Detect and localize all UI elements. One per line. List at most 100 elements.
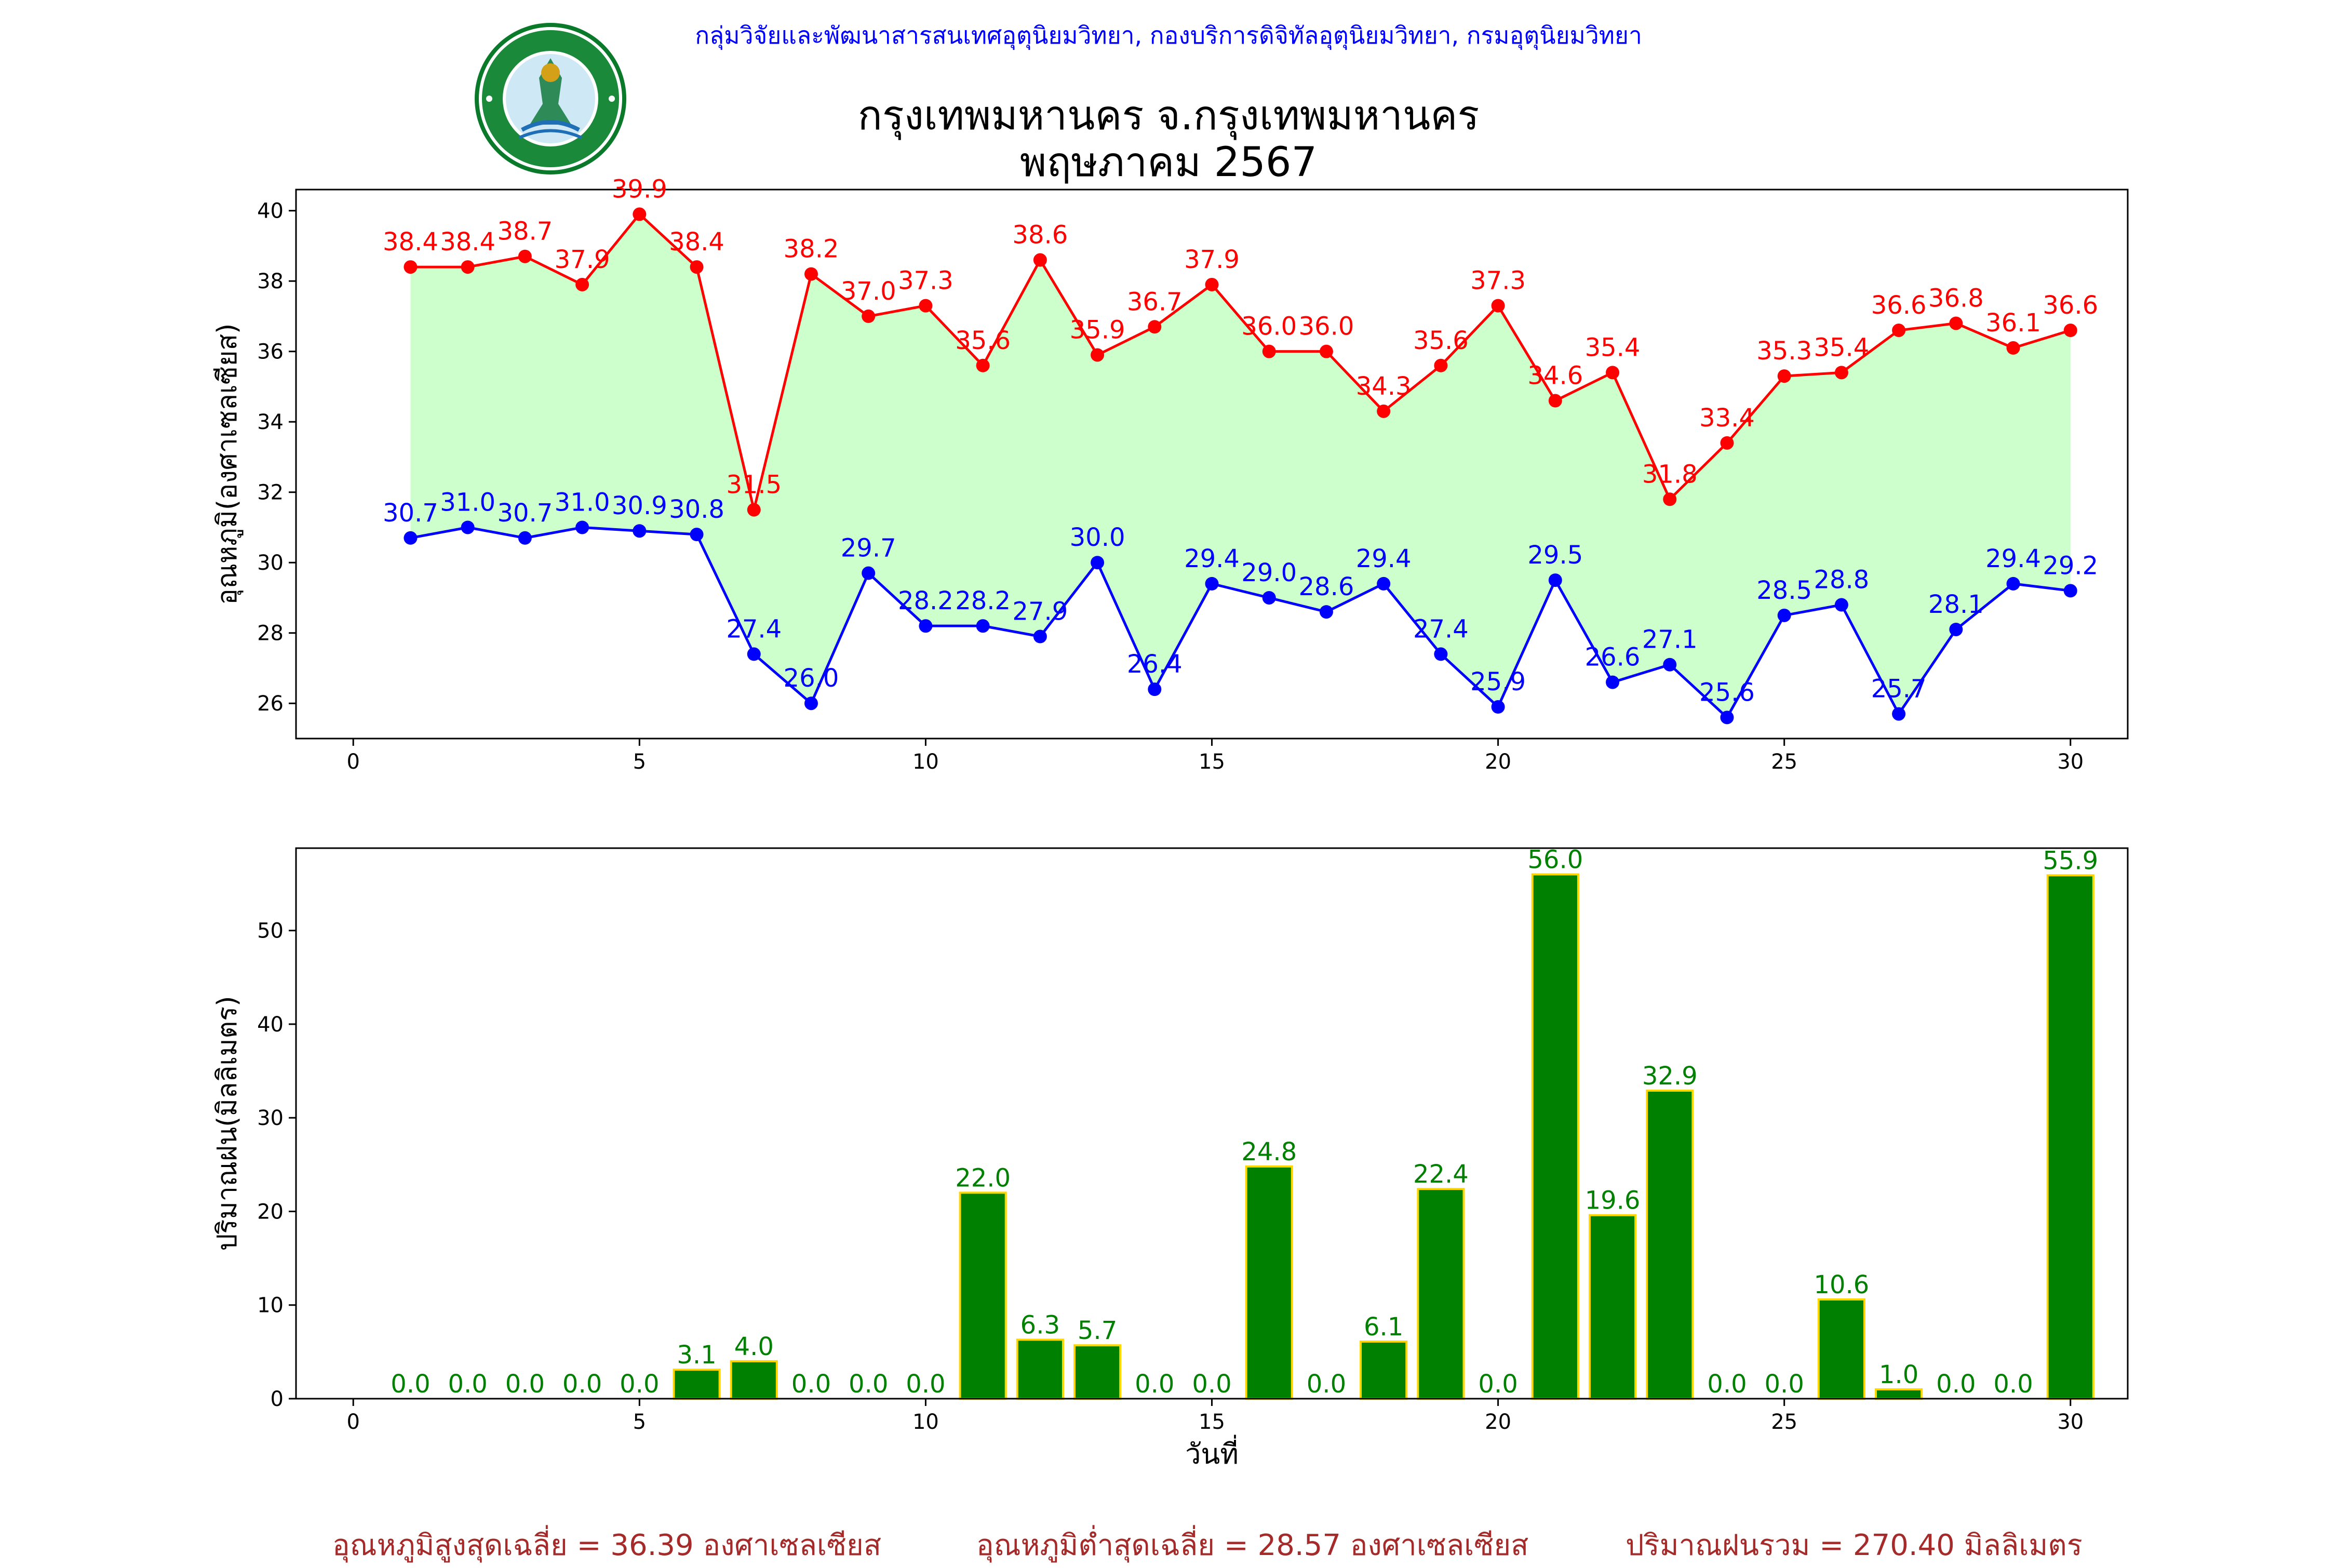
temp-max-data-label: 35.6 — [1413, 326, 1469, 355]
temp-min-point — [2006, 577, 2020, 591]
temp-max-point — [1663, 492, 1677, 506]
temp-max-point — [1319, 344, 1333, 358]
temp-min-data-label: 30.7 — [497, 499, 553, 528]
rain-x-tick-label: 15 — [1199, 1410, 1225, 1434]
temp-max-point — [919, 299, 933, 313]
temp-min-point — [1834, 598, 1848, 612]
temp-min-point — [1606, 675, 1620, 689]
temp-min-point — [976, 619, 990, 633]
temp-min-data-label: 29.4 — [1184, 544, 1240, 573]
temp-y-axis-label: อุณหภูมิ(องศาเซลเซียส) — [212, 324, 244, 605]
temp-min-data-label: 25.7 — [1871, 675, 1927, 704]
temp-y-tick-label: 40 — [257, 199, 284, 223]
temp-max-point — [1548, 394, 1562, 408]
rain-data-label: 0.0 — [505, 1370, 545, 1399]
rain-data-label: 0.0 — [620, 1370, 659, 1399]
temp-min-data-label: 31.0 — [555, 488, 610, 517]
rain-bar — [2046, 874, 2094, 1400]
rain-bar — [1245, 1165, 1293, 1400]
rain-data-label: 5.7 — [1078, 1316, 1117, 1345]
temp-min-data-label: 25.9 — [1470, 667, 1526, 696]
temp-max-point — [976, 358, 990, 372]
rain-x-tick-label: 5 — [633, 1410, 646, 1434]
temp-max-point — [1949, 316, 1963, 330]
temp-max-data-label: 36.7 — [1127, 287, 1183, 316]
temp-min-point — [633, 524, 647, 538]
rain-y-tick-label: 30 — [257, 1106, 284, 1130]
temperature-chart: 0 5 10 15 20 25 30 26 28 30 32 34 36 38 40 อุณหภูมิ(องศ… — [212, 175, 2129, 774]
temp-max-data-label: 37.9 — [555, 245, 610, 274]
rain-x-tick-label: 20 — [1485, 1410, 1511, 1434]
rain-data-label: 0.0 — [391, 1370, 430, 1399]
rain-data-label: 0.0 — [562, 1370, 602, 1399]
rain-y-tick-label: 0 — [271, 1387, 284, 1411]
temp-min-data-label: 28.1 — [1928, 590, 1984, 619]
temp-max-data-label: 38.4 — [669, 227, 724, 257]
rain-data-label: 4.0 — [734, 1332, 774, 1361]
temp-min-point — [1205, 577, 1219, 591]
temp-min-point — [1777, 608, 1791, 622]
temp-x-tick-label: 15 — [1199, 750, 1225, 774]
temp-min-data-label: 30.8 — [669, 495, 724, 524]
temp-min-data-label: 26.0 — [784, 664, 839, 693]
temp-min-data-label: 28.2 — [898, 586, 953, 615]
rain-bar — [1875, 1388, 1923, 1400]
temp-max-data-label: 35.4 — [1814, 333, 1869, 362]
rain-x-tick-label: 30 — [2057, 1410, 2084, 1434]
temp-min-point — [1434, 647, 1448, 661]
temp-min-point — [1548, 573, 1562, 587]
temp-max-point — [518, 249, 532, 263]
temp-min-data-label: 25.6 — [1699, 678, 1755, 707]
summary-avg-min-temp: อุณหภูมิต่ำสุดเฉลี่ย = 28.57 องศาเซลเซีย… — [976, 1529, 1529, 1562]
temp-min-point — [575, 520, 589, 534]
rain-data-label: 19.6 — [1585, 1186, 1641, 1215]
temp-max-point — [1434, 358, 1448, 372]
temp-min-point — [1033, 629, 1047, 644]
temp-max-data-label: 34.3 — [1356, 372, 1412, 401]
temp-max-data-label: 31.8 — [1642, 460, 1698, 489]
temp-max-data-label: 38.4 — [383, 227, 438, 257]
temp-min-data-label: 30.7 — [383, 499, 438, 528]
temp-x-tick-label: 20 — [1485, 750, 1511, 774]
temp-min-point — [404, 531, 418, 545]
temp-min-data-label: 28.5 — [1756, 576, 1812, 605]
rain-x-tick-label: 10 — [912, 1410, 939, 1434]
temp-y-tick-label: 38 — [257, 270, 284, 293]
rain-data-label: 55.9 — [2043, 846, 2098, 875]
rain-data-label: 10.6 — [1814, 1270, 1869, 1299]
temp-max-data-label: 35.9 — [1070, 315, 1125, 344]
temp-min-data-label: 28.2 — [955, 586, 1011, 615]
temp-y-tick-label: 36 — [257, 340, 284, 364]
temp-max-data-label: 35.6 — [955, 326, 1011, 355]
rain-data-label: 0.0 — [1707, 1370, 1747, 1399]
temp-min-point — [1949, 622, 1963, 636]
temp-max-point — [1720, 436, 1734, 450]
temp-max-point — [2006, 341, 2020, 355]
rain-data-label: 0.0 — [1936, 1370, 1976, 1399]
temp-min-point — [1892, 707, 1906, 721]
temp-max-data-label: 38.6 — [1012, 221, 1068, 250]
temp-min-data-label: 29.5 — [1527, 541, 1583, 570]
rain-bar — [959, 1191, 1007, 1400]
temp-max-data-label: 38.4 — [440, 227, 495, 257]
temp-min-point — [747, 647, 761, 661]
temp-max-data-label: 37.3 — [898, 266, 953, 296]
rain-data-label: 0.0 — [1765, 1370, 1804, 1399]
temp-min-data-label: 30.0 — [1070, 523, 1125, 552]
temp-max-point — [2063, 324, 2077, 338]
rain-bar — [673, 1369, 721, 1400]
temp-x-tick-label: 10 — [912, 750, 939, 774]
rain-x-axis-label: วันที่ — [1185, 1435, 1239, 1470]
temp-max-data-label: 38.2 — [784, 235, 839, 264]
rain-data-label: 0.0 — [849, 1370, 888, 1399]
temp-min-data-label: 26.6 — [1585, 643, 1641, 672]
temp-max-data-label: 39.9 — [612, 175, 667, 204]
rain-y-axis-label: ปริมาณฝน(มิลลิเมตร) — [212, 996, 243, 1251]
rain-data-label: 6.3 — [1020, 1310, 1060, 1339]
rain-data-label: 6.1 — [1364, 1312, 1403, 1342]
temp-min-data-label: 27.4 — [726, 614, 782, 644]
temp-max-data-label: 35.3 — [1756, 337, 1812, 366]
temp-min-data-label: 29.0 — [1241, 558, 1297, 587]
rain-bar — [1588, 1214, 1637, 1400]
